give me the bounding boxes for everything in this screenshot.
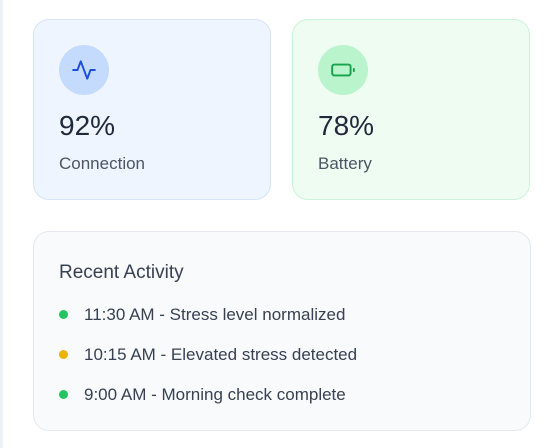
activity-text: 11:30 AM - Stress level normalized bbox=[84, 305, 346, 324]
recent-activity-card: Recent Activity 11:30 AM - Stress level … bbox=[33, 231, 531, 431]
battery-icon bbox=[331, 63, 355, 77]
activity-pulse-icon bbox=[72, 60, 96, 80]
connection-stat-card: 92% Connection bbox=[33, 19, 271, 200]
activity-item: 9:00 AM - Morning check complete bbox=[59, 384, 357, 424]
connection-icon-badge bbox=[59, 45, 109, 95]
activity-item: 10:15 AM - Elevated stress detected bbox=[59, 344, 357, 384]
connection-label: Connection bbox=[59, 154, 146, 173]
activity-list: 11:30 AM - Stress level normalized 10:15… bbox=[59, 304, 357, 424]
recent-activity-title: Recent Activity bbox=[59, 262, 184, 283]
activity-text: 9:00 AM - Morning check complete bbox=[84, 385, 346, 404]
battery-stat-card: 78% Battery bbox=[292, 19, 530, 200]
activity-text: 10:15 AM - Elevated stress detected bbox=[84, 345, 358, 364]
left-edge-divider bbox=[0, 0, 3, 448]
activity-item: 11:30 AM - Stress level normalized bbox=[59, 304, 357, 344]
status-dot bbox=[59, 350, 68, 359]
connection-value: 92% bbox=[59, 110, 116, 141]
status-dot bbox=[59, 310, 68, 319]
battery-value: 78% bbox=[318, 110, 375, 141]
status-dot bbox=[59, 390, 68, 399]
battery-label: Battery bbox=[318, 154, 372, 173]
battery-icon-badge bbox=[318, 45, 368, 95]
